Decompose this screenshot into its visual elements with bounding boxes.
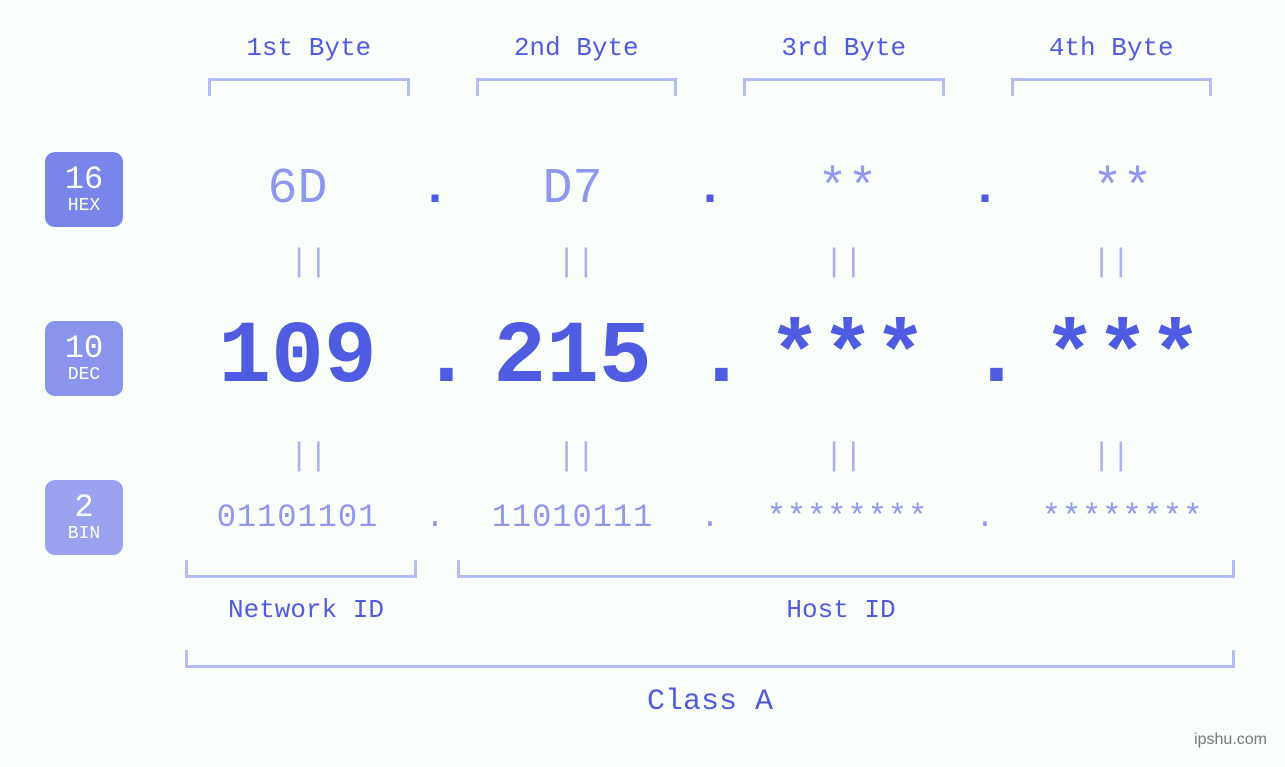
- bracket-icon: [208, 78, 410, 96]
- separator: .: [970, 309, 1000, 408]
- separator: .: [970, 499, 1000, 536]
- bin-row: 2 BIN 01101101 . 11010111 . ******** . *…: [0, 480, 1285, 555]
- dec-byte-3: ***: [725, 309, 970, 408]
- byte-headers: 1st Byte 2nd Byte 3rd Byte 4th Byte: [175, 33, 1245, 63]
- separator: .: [695, 499, 725, 536]
- network-id-label: Network ID: [175, 595, 437, 625]
- dec-byte-1: 109: [175, 309, 420, 408]
- class-bracket-icon: [185, 650, 1235, 668]
- hex-badge-num: 16: [65, 162, 103, 197]
- equals-icon: ||: [443, 438, 711, 475]
- bracket-icon: [476, 78, 678, 96]
- host-id-label: Host ID: [437, 595, 1245, 625]
- separator: .: [695, 161, 725, 218]
- separator: .: [420, 309, 450, 408]
- bin-badge: 2 BIN: [45, 480, 123, 555]
- separator: .: [695, 309, 725, 408]
- separator: .: [420, 161, 450, 218]
- top-brackets: [175, 78, 1245, 96]
- byte-header-4: 4th Byte: [978, 33, 1246, 63]
- byte-header-3: 3rd Byte: [710, 33, 978, 63]
- dec-badge-num: 10: [65, 331, 103, 366]
- bracket-icon: [185, 560, 417, 578]
- dec-row: 10 DEC 109 . 215 . *** . ***: [0, 308, 1285, 408]
- equals-icon: ||: [978, 244, 1246, 281]
- bracket-icon: [457, 560, 1235, 578]
- bin-badge-num: 2: [74, 490, 93, 525]
- hex-byte-1: 6D: [175, 161, 420, 218]
- bin-values: 01101101 . 11010111 . ******** . *******…: [175, 499, 1245, 536]
- hex-row: 16 HEX 6D . D7 . ** . **: [0, 152, 1285, 227]
- hex-byte-3: **: [725, 161, 970, 218]
- bin-byte-4: ********: [1000, 499, 1245, 536]
- bin-byte-3: ********: [725, 499, 970, 536]
- dec-values: 109 . 215 . *** . ***: [175, 309, 1245, 408]
- watermark: ipshu.com: [1194, 731, 1267, 749]
- dec-byte-2: 215: [450, 309, 695, 408]
- hex-badge-txt: HEX: [68, 197, 100, 217]
- bin-byte-1: 01101101: [175, 499, 420, 536]
- hex-values: 6D . D7 . ** . **: [175, 161, 1245, 218]
- dec-badge: 10 DEC: [45, 321, 123, 396]
- bin-badge-txt: BIN: [68, 525, 100, 545]
- equals-icon: ||: [978, 438, 1246, 475]
- byte-header-1: 1st Byte: [175, 33, 443, 63]
- hex-badge: 16 HEX: [45, 152, 123, 227]
- id-brackets: [175, 560, 1245, 578]
- separator: .: [420, 499, 450, 536]
- id-labels: Network ID Host ID: [175, 595, 1245, 625]
- bin-byte-2: 11010111: [450, 499, 695, 536]
- bracket-icon: [1011, 78, 1213, 96]
- equals-row-2: || || || ||: [175, 438, 1245, 475]
- hex-byte-2: D7: [450, 161, 695, 218]
- equals-icon: ||: [710, 244, 978, 281]
- bracket-icon: [743, 78, 945, 96]
- class-label: Class A: [175, 685, 1245, 719]
- dec-byte-4: ***: [1000, 309, 1245, 408]
- equals-icon: ||: [443, 244, 711, 281]
- equals-icon: ||: [175, 438, 443, 475]
- byte-header-2: 2nd Byte: [443, 33, 711, 63]
- equals-row-1: || || || ||: [175, 244, 1245, 281]
- equals-icon: ||: [710, 438, 978, 475]
- dec-badge-txt: DEC: [68, 366, 100, 386]
- hex-byte-4: **: [1000, 161, 1245, 218]
- equals-icon: ||: [175, 244, 443, 281]
- separator: .: [970, 161, 1000, 218]
